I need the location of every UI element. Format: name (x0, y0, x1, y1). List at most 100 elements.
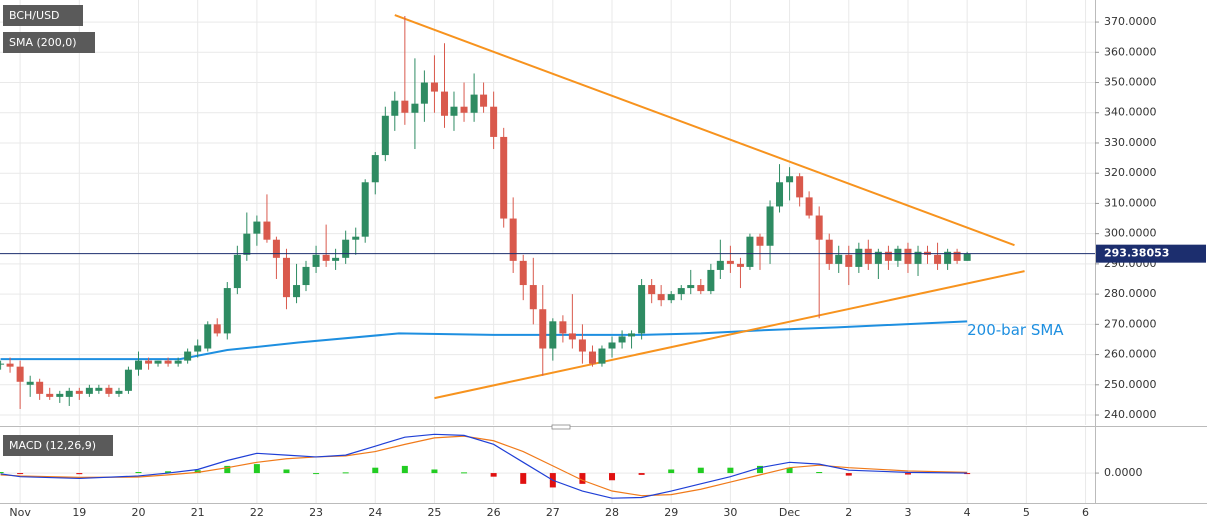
candle-body (184, 351, 192, 361)
candle-body (352, 236, 360, 240)
candle-body (677, 288, 685, 295)
candle-body (95, 387, 103, 391)
candle-body (648, 285, 656, 295)
candle-body (115, 390, 123, 394)
candle-body (411, 103, 419, 113)
sma-line (0, 320, 968, 361)
price-label: 293.38053 (1104, 247, 1169, 260)
candle-body (667, 294, 675, 301)
candle-body (253, 221, 261, 234)
candle-body (796, 176, 804, 198)
candle-body (845, 254, 853, 267)
macd-signal-line (0, 435, 968, 497)
y-tick-label: 320.0000 (1104, 166, 1157, 179)
candle-body (36, 381, 44, 394)
macd-histogram-bar (579, 473, 586, 484)
y-tick-label: 0.0000 (1104, 466, 1143, 479)
candle-body (894, 248, 902, 261)
candle-body (194, 345, 202, 352)
x-tick-label: 28 (605, 506, 619, 519)
candle-body (519, 260, 527, 286)
candle-body (85, 387, 93, 394)
macd-histogram-bar (253, 464, 260, 474)
candle-body (46, 393, 54, 397)
x-tick-label: 30 (723, 506, 737, 519)
x-tick-label: 2 (845, 506, 852, 519)
candle-body (263, 221, 271, 240)
macd-histogram-bar (431, 469, 438, 474)
candle-body (707, 269, 715, 292)
candle-body (391, 100, 399, 116)
x-tick-label: Nov (9, 506, 31, 519)
macd-histogram-bar (17, 473, 24, 475)
candle-body (904, 248, 912, 264)
candle-body (657, 294, 665, 301)
candle-body (430, 82, 438, 92)
candle-body (56, 393, 64, 397)
candle-body (460, 106, 468, 113)
candle-body (934, 254, 942, 264)
x-tick-label: 23 (309, 506, 323, 519)
x-tick-label: 24 (368, 506, 382, 519)
candle-body (864, 248, 872, 264)
candle-body (441, 91, 449, 116)
x-tick-label: 25 (427, 506, 441, 519)
panel-resize-handle[interactable] (551, 424, 571, 430)
candle-body (825, 239, 833, 264)
y-tick-label: 330.0000 (1104, 136, 1157, 149)
candle-body (638, 285, 646, 334)
candle-body (302, 266, 310, 286)
candle-body (381, 115, 389, 156)
macd-histogram-bar (194, 470, 201, 474)
x-tick-label: 3 (904, 506, 911, 519)
candle-body (874, 251, 882, 264)
macd-histogram-bar (609, 473, 616, 481)
x-tick-label: 5 (1023, 506, 1030, 519)
candle-body (716, 260, 724, 270)
macd-histogram-bar (342, 472, 349, 474)
macd-histogram-bar (490, 473, 497, 477)
macd-histogram-bar (964, 473, 971, 475)
candle-body (75, 390, 83, 394)
sma-annotation: 200-bar SMA (967, 321, 1064, 339)
candle-body (243, 233, 251, 255)
candle-body (568, 333, 576, 340)
candle-body (559, 321, 567, 334)
candle-body (529, 285, 537, 310)
candle-body (786, 176, 794, 183)
macd-histogram-bar (668, 469, 675, 474)
candle-body (450, 106, 458, 116)
macd-histogram-bar (165, 471, 172, 474)
y-tick-label: 310.0000 (1104, 196, 1157, 209)
candle-body (272, 239, 280, 258)
sma-label-box (3, 32, 95, 53)
x-tick-label: 6 (1082, 506, 1089, 519)
candle-body (884, 251, 892, 261)
candle-body (598, 348, 606, 364)
candle-body (105, 387, 113, 394)
macd-label: MACD (12,26,9) (9, 439, 96, 452)
candle-body (213, 324, 221, 334)
macd-label-box (3, 435, 113, 456)
symbol-label: BCH/USD (9, 9, 60, 22)
macd-line (0, 433, 968, 499)
candle-body (509, 218, 517, 261)
macd-histogram-bar (401, 465, 408, 474)
candle-body (154, 360, 162, 364)
candle-body (6, 363, 14, 367)
y-tick-label: 350.0000 (1104, 76, 1157, 89)
candle-body (26, 381, 34, 385)
candle-body (420, 82, 428, 104)
y-tick-label: 370.0000 (1104, 15, 1157, 28)
candle-body (500, 136, 508, 219)
macd-histogram-bar (461, 472, 468, 474)
candle-body (963, 253, 971, 261)
candle-body (618, 336, 626, 343)
candle-body (815, 215, 823, 240)
candle-body (608, 342, 616, 349)
candle-body (223, 288, 231, 334)
candle-body (16, 366, 24, 382)
candle-body (135, 360, 143, 370)
